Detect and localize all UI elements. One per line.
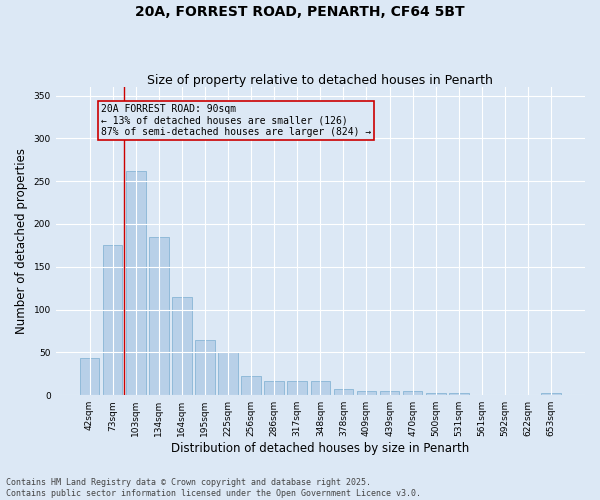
- Bar: [380, 391, 400, 395]
- Y-axis label: Number of detached properties: Number of detached properties: [15, 148, 28, 334]
- Bar: [311, 380, 330, 395]
- Bar: [449, 394, 469, 395]
- Bar: [334, 389, 353, 395]
- Bar: [265, 380, 284, 395]
- Bar: [403, 391, 422, 395]
- Bar: [80, 358, 100, 395]
- Bar: [103, 246, 122, 395]
- Bar: [356, 391, 376, 395]
- Bar: [172, 297, 191, 395]
- Bar: [426, 394, 446, 395]
- Text: Contains HM Land Registry data © Crown copyright and database right 2025.
Contai: Contains HM Land Registry data © Crown c…: [6, 478, 421, 498]
- X-axis label: Distribution of detached houses by size in Penarth: Distribution of detached houses by size …: [171, 442, 469, 455]
- Text: 20A, FORREST ROAD, PENARTH, CF64 5BT: 20A, FORREST ROAD, PENARTH, CF64 5BT: [135, 5, 465, 19]
- Bar: [541, 394, 561, 395]
- Text: 20A FORREST ROAD: 90sqm
← 13% of detached houses are smaller (126)
87% of semi-d: 20A FORREST ROAD: 90sqm ← 13% of detache…: [101, 104, 371, 138]
- Bar: [149, 237, 169, 395]
- Bar: [287, 380, 307, 395]
- Bar: [195, 340, 215, 395]
- Bar: [241, 376, 261, 395]
- Title: Size of property relative to detached houses in Penarth: Size of property relative to detached ho…: [148, 74, 493, 87]
- Bar: [218, 352, 238, 395]
- Bar: [126, 171, 146, 395]
